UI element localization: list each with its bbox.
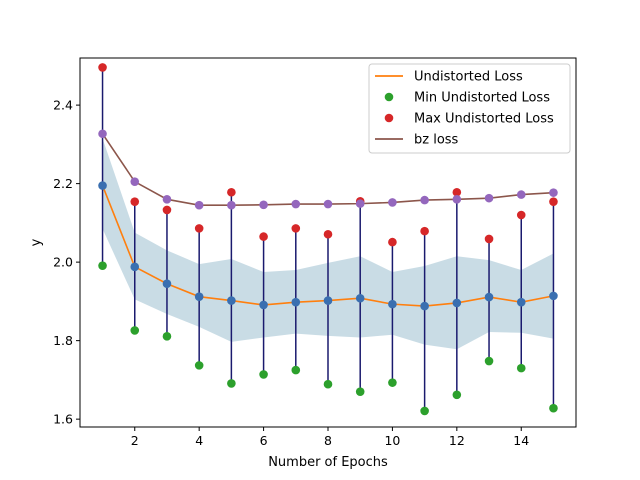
y-tick-label: 1.8 — [53, 333, 73, 348]
bz-loss-point — [420, 196, 429, 205]
x-tick-label: 14 — [513, 433, 529, 448]
legend-label: bz loss — [414, 133, 459, 148]
min-undistorted-point — [195, 361, 204, 370]
y-axis: 1.6 1.8 2.0 2.2 2.4 — [53, 98, 80, 427]
bz-loss-point — [130, 177, 139, 186]
max-undistorted-point — [388, 238, 397, 247]
max-undistorted-point — [227, 188, 236, 197]
undistorted-loss-point — [388, 300, 397, 309]
min-undistorted-point — [517, 364, 526, 373]
min-undistorted-point — [259, 370, 268, 379]
min-undistorted-point — [356, 387, 365, 396]
max-undistorted-point — [517, 211, 526, 220]
bz-loss-point — [259, 201, 268, 210]
bz-loss-point — [195, 201, 204, 210]
bz-loss-point — [549, 188, 558, 197]
max-undistorted-point — [549, 197, 558, 206]
x-tick-label: 2 — [131, 433, 139, 448]
undistorted-loss-point — [356, 294, 365, 303]
undistorted-loss-point — [324, 296, 333, 305]
x-tick-label: 8 — [324, 433, 332, 448]
min-undistorted-point — [291, 366, 300, 375]
bz-loss-point — [163, 195, 172, 204]
bz-loss-point — [356, 199, 365, 208]
bz-loss-point — [485, 194, 494, 203]
min-undistorted-point — [98, 261, 107, 270]
max-undistorted-point — [163, 206, 172, 215]
min-undistorted-point — [420, 407, 429, 416]
min-undistorted-point — [388, 378, 397, 387]
undistorted-loss-point — [130, 263, 139, 272]
undistorted-loss-point — [517, 298, 526, 307]
x-tick-label: 6 — [260, 433, 268, 448]
max-undistorted-point — [324, 230, 333, 239]
bz-loss-point — [517, 190, 526, 199]
x-tick-label: 4 — [195, 433, 203, 448]
y-axis-label: y — [29, 238, 44, 246]
undistorted-loss-point — [195, 292, 204, 301]
bz-loss-point — [291, 200, 300, 209]
x-axis-label: Number of Epochs — [268, 455, 388, 470]
legend-label: Max Undistorted Loss — [414, 112, 554, 127]
legend-swatch-marker — [385, 93, 394, 102]
x-axis: 2 4 6 8 10 12 14 — [131, 427, 529, 448]
legend-label: Undistorted Loss — [414, 70, 523, 85]
min-undistorted-point — [163, 332, 172, 341]
bz-loss-point — [388, 198, 397, 207]
max-undistorted-point — [420, 227, 429, 236]
y-tick-label: 2.4 — [53, 98, 73, 113]
bz-loss-point — [227, 201, 236, 210]
undistorted-loss-point — [291, 298, 300, 307]
min-undistorted-point — [130, 326, 139, 335]
bz-loss-point — [453, 195, 462, 204]
y-tick-label: 2.0 — [53, 255, 73, 270]
undistorted-loss-point — [98, 181, 107, 190]
min-undistorted-point — [227, 379, 236, 388]
max-undistorted-point — [130, 197, 139, 206]
undistorted-loss-point — [485, 293, 494, 302]
undistorted-loss-point — [163, 279, 172, 288]
legend-label: Min Undistorted Loss — [414, 91, 550, 106]
max-undistorted-point — [291, 224, 300, 233]
max-undistorted-point — [195, 224, 204, 233]
min-undistorted-point — [453, 391, 462, 400]
x-tick-label: 10 — [384, 433, 400, 448]
max-undistorted-point — [98, 63, 107, 72]
legend-swatch-marker — [385, 114, 394, 123]
min-undistorted-point — [485, 357, 494, 366]
undistorted-loss-point — [453, 299, 462, 308]
undistorted-loss-point — [259, 301, 268, 310]
max-undistorted-point — [259, 232, 268, 241]
min-undistorted-point — [324, 380, 333, 389]
undistorted-loss-point — [227, 296, 236, 305]
x-tick-label: 12 — [449, 433, 465, 448]
bz-loss-point — [98, 129, 107, 138]
y-tick-label: 2.2 — [53, 176, 73, 191]
legend: Undistorted Loss Min Undistorted Loss Max … — [369, 64, 570, 153]
undistorted-loss-point — [420, 302, 429, 311]
max-undistorted-point — [485, 235, 494, 244]
min-undistorted-point — [549, 404, 558, 413]
undistorted-loss-point — [549, 292, 558, 301]
bz-loss-point — [324, 200, 333, 209]
y-tick-label: 1.6 — [53, 412, 73, 427]
